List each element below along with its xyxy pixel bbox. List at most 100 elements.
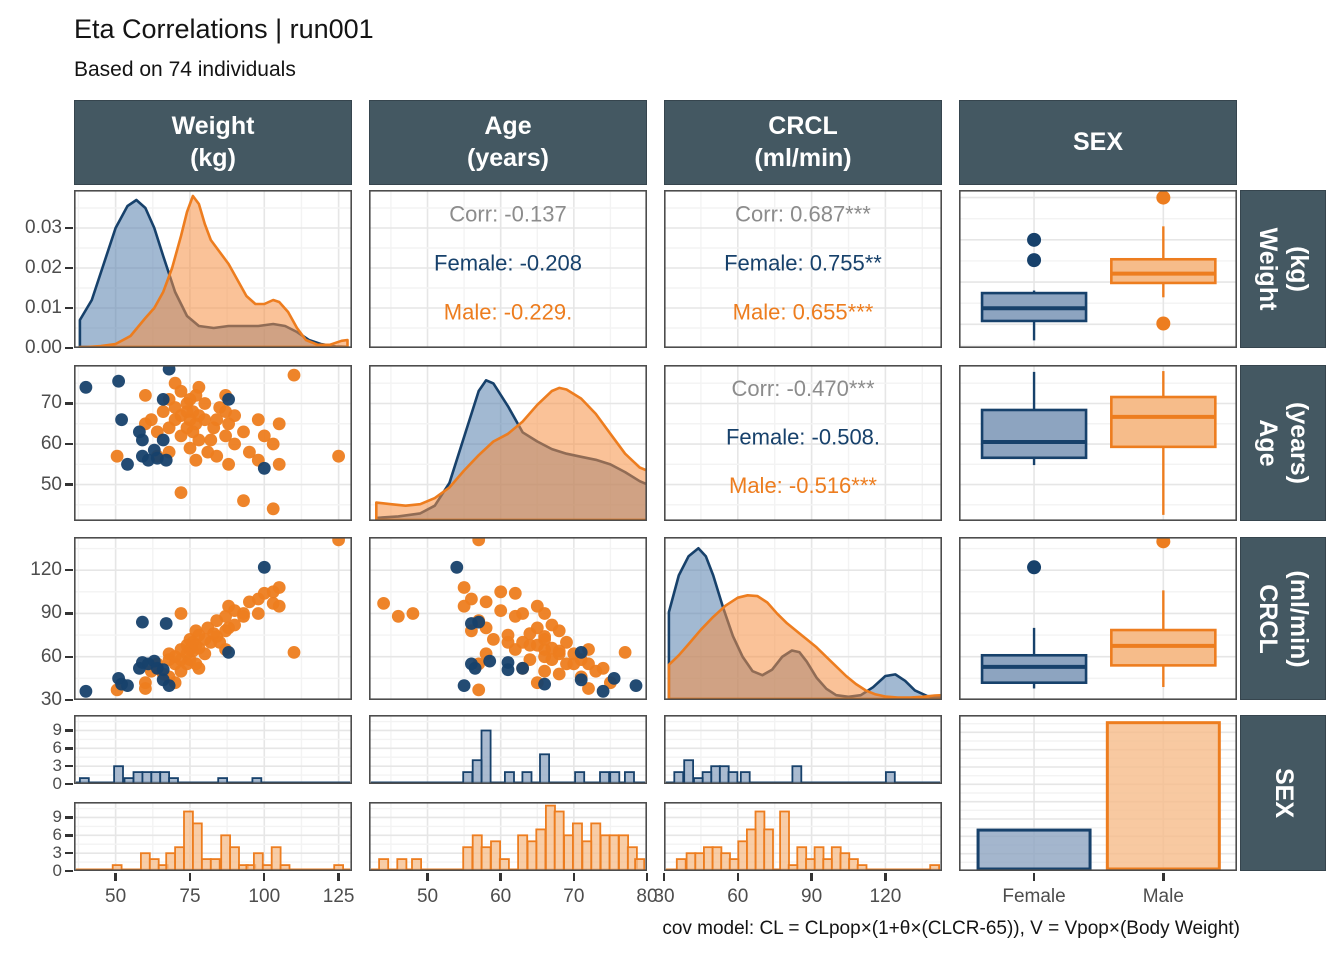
panel-age-hist-male [369,802,647,871]
axis-tick-mark [884,873,887,881]
axis-tick-mark [1032,873,1036,881]
strip-label: Age [484,112,532,141]
axis-tick-mark [810,873,813,881]
panel-age-density [369,365,647,521]
strip-top-sex: SEX [959,100,1237,185]
axis-tick-mark [499,873,502,881]
axis-tick-mark [65,655,73,658]
svg-text:Male: -0.229.: Male: -0.229. [444,300,572,325]
axis-tick-mark [65,747,73,750]
panel-crcl-hist-female [664,715,942,784]
svg-text:Corr: -0.137: Corr: -0.137 [449,202,566,227]
panel-crcl-boxplot-by-sex [959,537,1237,700]
axis-tick-mark [1162,873,1165,881]
panel-crcl-density [664,537,942,700]
axis-tick-mark [65,568,73,572]
strip-right-crcl: CRCL (ml/min) [1240,537,1326,700]
strip-label: (ml/min) [1285,569,1314,668]
x-tick-label: 120 [869,886,902,907]
panel-age-boxplot-by-sex [959,365,1237,521]
axis-tick-mark [65,402,73,405]
y-tick-label: 70 [40,392,62,414]
axis-tick-mark [572,873,576,881]
strip-top-crcl: CRCL (ml/min) [664,100,942,185]
y-tick-label: 0 [52,774,62,793]
y-tick-label: 90 [40,602,62,624]
axis-tick-mark [736,873,739,881]
strip-label: SEX [1072,127,1124,156]
x-tick-label-sex: Male [1142,886,1184,907]
y-tick-label: 0.03 [25,217,62,238]
panel-scatter-weight-crcl [74,537,352,700]
strip-label: CRCL [1254,583,1282,654]
strip-label: Weight [1254,227,1282,311]
y-tick-label: 3 [52,756,62,776]
svg-text:Female: -0.508.: Female: -0.508. [726,425,880,450]
x-tick-label: 100 [248,886,281,907]
y-tick-label: 9 [52,807,62,827]
axis-tick-mark [65,483,73,486]
strip-label: (kg) [1285,246,1314,292]
panel-age-hist-female [369,715,647,784]
panel-weight-boxplot-by-sex [959,190,1237,348]
axis-tick-mark [114,873,117,881]
x-tick-label: 30 [653,886,675,907]
x-tick-label: 60 [727,886,749,907]
axis-tick-mark [65,782,73,786]
x-tick-label-sex: Female [1002,886,1066,907]
figure-subtitle: Based on 74 individuals [74,58,296,81]
panel-sex-barchart [959,715,1237,871]
strip-label: (kg) [190,143,236,172]
x-tick-label: 125 [322,886,355,907]
y-tick-label: 50 [40,473,62,495]
x-tick-label: 70 [563,886,585,907]
axis-tick-mark [645,873,649,881]
axis-tick-mark [337,873,340,881]
panel-corr-age-crcl: Corr: -0.470*** Female: -0.508. Male: -0.5… [664,365,942,521]
strip-label: Age [1254,419,1282,467]
y-tick-label: 60 [40,433,62,454]
panel-crcl-hist-male [664,802,942,871]
strip-label: (years) [467,143,549,172]
panel-corr-weight-age: Corr: -0.137 Female: -0.208 Male: -0.229. [369,190,647,348]
axis-tick-mark [65,869,73,873]
y-tick-label: 120 [30,559,62,581]
strip-label: (ml/min) [754,143,852,172]
strip-label: (years) [1285,402,1314,484]
y-tick-label: 6 [52,825,62,845]
y-tick-label: 0.00 [25,337,62,358]
strip-label: CRCL [768,112,838,141]
axis-tick-mark [65,612,73,615]
y-tick-label: 0.01 [25,297,62,318]
strip-label: SEX [1269,767,1298,819]
panel-scatter-weight-age [74,365,352,521]
strip-top-weight: Weight (kg) [74,100,352,185]
figure-caption: cov model: CL = CLpop×(1+θ×(CLCR-65)), V… [662,918,1240,939]
axis-tick-mark [188,873,192,881]
strip-right-age: Age (years) [1240,365,1326,521]
x-tick-label: 50 [416,886,439,907]
svg-text:Female: 0.755**: Female: 0.755** [724,251,882,276]
svg-text:Female: -0.208: Female: -0.208 [434,251,582,276]
strip-right-sex: SEX [1240,715,1326,871]
y-tick-label: 0.02 [25,257,62,278]
axis-tick-mark [263,873,266,881]
axis-tick-mark [65,346,73,350]
axis-tick-mark [65,729,73,732]
y-tick-label: 0 [52,861,62,880]
x-tick-label: 75 [179,886,201,907]
axis-tick-mark [65,266,73,270]
svg-text:Male: 0.655***: Male: 0.655*** [733,300,874,325]
svg-text:Corr: -0.470***: Corr: -0.470*** [731,376,875,401]
x-tick-label: 80 [636,886,658,907]
panel-weight-hist-male [74,802,352,871]
svg-text:Male: -0.516***: Male: -0.516*** [729,473,877,498]
axis-tick-mark [65,816,73,819]
axis-tick-mark [65,442,73,446]
axis-tick-mark [65,851,73,855]
strip-label: Weight [171,112,255,141]
axis-tick-mark [65,764,73,768]
strip-top-age: Age (years) [369,100,647,185]
y-tick-label: 9 [52,720,62,740]
